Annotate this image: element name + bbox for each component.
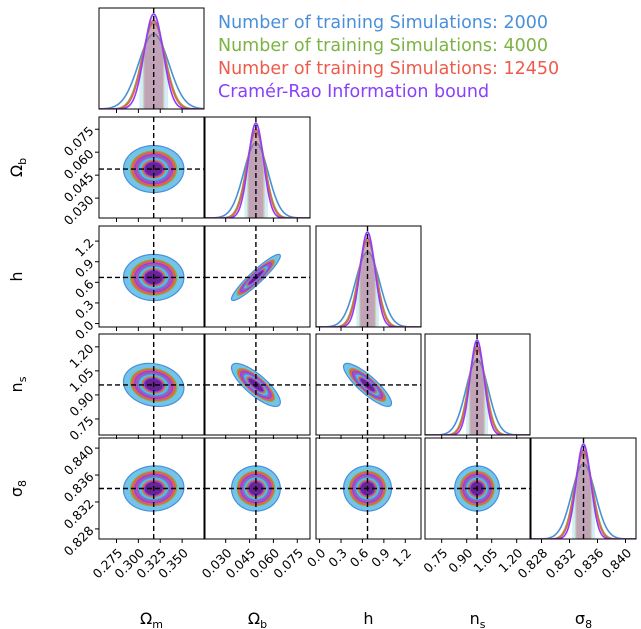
x-axis-label-h: h: [363, 609, 373, 628]
legend-entry-0: Number of training Simulations: 2000: [218, 13, 548, 33]
panel-frames: [95, 7, 637, 543]
marginal-band-series-3: [248, 123, 263, 218]
x-axis-label-Om: Ωm: [140, 609, 163, 629]
panel-frame: [98, 116, 205, 219]
panel-h-vs-Ob: [205, 226, 310, 327]
x-tick-label: 0.75: [420, 545, 450, 575]
x-tick-label: 0.3: [325, 545, 350, 570]
y-axis-label-h: h: [7, 271, 26, 281]
x-tick-label: 0.0: [304, 545, 329, 570]
panel-frame: [98, 7, 205, 110]
panel-ns-vs-h: [316, 334, 421, 435]
marginal-band-series-0: [139, 33, 169, 109]
y-axis-label-Ob: Ωb: [7, 158, 29, 177]
marginal-band-series-0: [356, 251, 379, 327]
x-tick-label: 0.840: [598, 545, 634, 581]
panel-frame: [204, 333, 311, 436]
y-tick-label: 0.75: [66, 413, 96, 443]
panel-frame: [204, 225, 311, 328]
panel-s8-vs-Ob: [205, 438, 310, 539]
marginal-s8: [531, 438, 636, 539]
x-tick-label: 0.836: [570, 545, 606, 581]
x-tick-label: 1.05: [470, 545, 500, 575]
panel-h-vs-Om: [99, 226, 204, 327]
marginal-band-series-3: [576, 444, 591, 539]
y-axis-label-s8: σ8: [7, 480, 29, 497]
panel-ns-vs-Om: [99, 334, 204, 435]
panel-frame: [98, 333, 205, 436]
panel-s8-vs-Om: [99, 438, 204, 539]
marginal-curve-series-3: [531, 442, 636, 539]
panel-frame: [204, 116, 311, 219]
panel-frame: [424, 333, 531, 436]
marginal-Ob: [205, 117, 310, 218]
marginal-band-series-3: [144, 14, 163, 109]
legend-entry-3: Cramér-Rao Information bound: [218, 82, 489, 102]
legend-entry-1: Number of training Simulations: 4000: [218, 36, 548, 56]
panel-s8-vs-h: [316, 438, 421, 539]
x-axis-label-ns: ns: [470, 609, 486, 629]
y-tick-label: 0.6: [72, 276, 97, 301]
panel-frame: [315, 333, 422, 436]
y-tick-label: 0.828: [61, 523, 97, 559]
y-axis-label-ns: ns: [7, 376, 29, 392]
panel-s8-vs-ns: [425, 438, 530, 539]
panel-frame: [98, 225, 205, 328]
x-axis-label-Ob: Ωb: [248, 609, 267, 629]
y-tick-label: 0.840: [61, 442, 97, 478]
y-tick-label: 0.90: [66, 389, 96, 419]
marginal-h: [316, 226, 421, 327]
panel-frame: [98, 437, 205, 540]
marginal-curve-series-0: [99, 33, 204, 109]
y-tick-label: 0.832: [61, 496, 97, 532]
panel-Ob-vs-Om: [99, 117, 204, 218]
marginal-ns: [425, 334, 530, 435]
marginal-Om: [99, 8, 204, 109]
marginal-band-series-0: [244, 142, 268, 218]
marginal-curve-series-3: [425, 339, 530, 435]
x-tick-label: 0.90: [445, 545, 475, 575]
marginal-band-series-3: [470, 340, 484, 435]
panel-frame: [315, 225, 422, 328]
y-tick-label: 0.3: [72, 297, 97, 322]
x-axis-label-s8: σ8: [575, 609, 592, 629]
x-tick-label: 0.6: [347, 545, 372, 570]
marginal-band-series-3: [360, 232, 375, 327]
y-tick-label: 0.9: [72, 256, 97, 281]
legend: Number of training Simulations: 2000 Numb…: [218, 13, 559, 102]
marginal-curve-series-3: [316, 231, 421, 327]
marginal-curve-series-0: [205, 142, 310, 218]
y-tick-label: 1.2: [72, 235, 97, 260]
panel-frame: [315, 437, 422, 540]
x-tick-label: 1.2: [390, 545, 415, 570]
y-tick-label: 1.05: [66, 365, 96, 395]
panel-frame: [530, 437, 637, 540]
panel-ns-vs-Ob: [205, 334, 310, 435]
panel-frame: [424, 437, 531, 540]
marginal-band-series-0: [466, 359, 488, 435]
y-tick-label: 0.836: [61, 469, 97, 505]
axis-labels: 0.2750.3000.3250.350Ωm0.0300.0450.0600.0…: [7, 123, 634, 629]
x-tick-label: 0.832: [542, 545, 578, 581]
y-tick-label: 1.20: [66, 341, 96, 371]
panel-frame: [204, 437, 311, 540]
marginal-band-series-0: [572, 463, 595, 539]
y-tick-label: 0.0: [72, 318, 97, 343]
legend-entry-2: Number of training Simulations: 12450: [218, 59, 559, 79]
x-tick-label: 0.9: [368, 545, 393, 570]
